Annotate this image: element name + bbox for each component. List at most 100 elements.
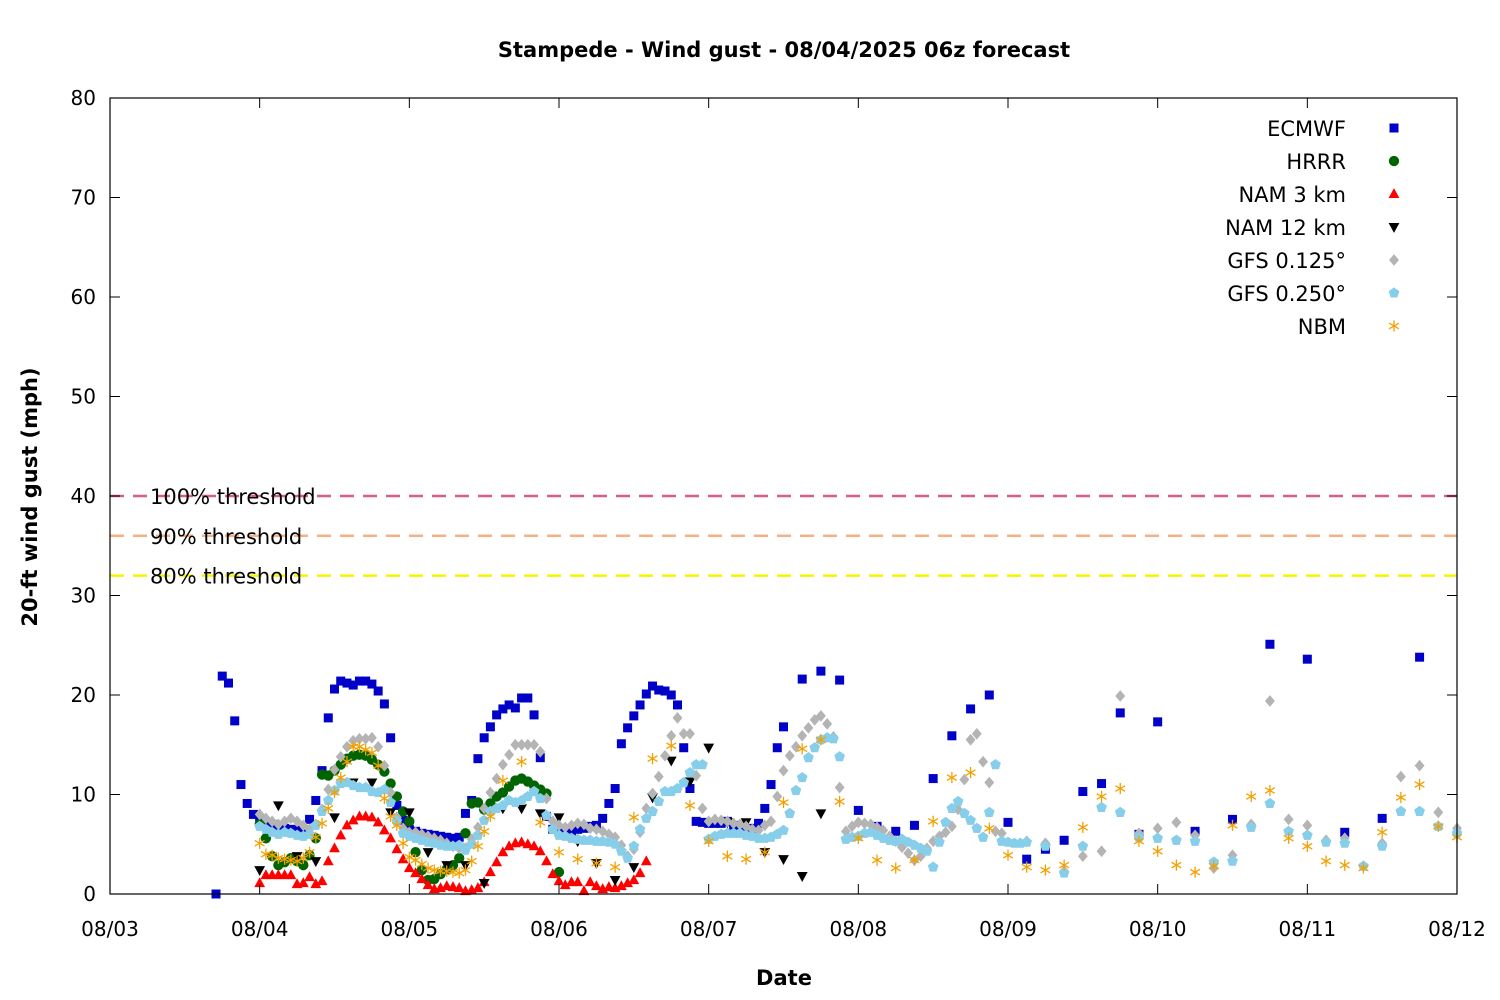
data-point: [1171, 834, 1182, 845]
data-point: [466, 838, 478, 849]
data-point: [273, 852, 284, 864]
data-point: [285, 854, 297, 866]
asterisk-stroke: [1395, 794, 1407, 801]
data-point: [534, 845, 546, 856]
data-point: [666, 740, 677, 752]
data-point: [747, 823, 758, 836]
data-point: [316, 875, 328, 886]
data-point: [441, 865, 452, 877]
data-point: [722, 850, 733, 862]
data-point: [622, 852, 633, 863]
data-point: [1339, 859, 1350, 871]
data-point: [1395, 770, 1406, 783]
y-axis-label: 20-ft wind gust (mph): [18, 367, 42, 626]
asterisk-stroke: [460, 866, 471, 874]
x-tick-label: 08/05: [381, 917, 439, 941]
data-point: [491, 856, 503, 867]
data-point: [772, 743, 782, 753]
data-point: [609, 861, 621, 873]
data-point: [366, 811, 378, 822]
data-point: [1003, 817, 1013, 827]
data-point: [342, 678, 352, 688]
x-tick-label: 08/04: [231, 917, 289, 941]
data-point: [516, 836, 527, 847]
legend: ECMWF HRRR NAM 3 km NAM 12 km GFS 0.125° GFS …: [1225, 117, 1400, 339]
asterisk-stroke: [335, 774, 346, 781]
data-point: [354, 676, 364, 686]
data-point: [1227, 819, 1238, 831]
y-axis-ticks: 0 10 20 30 40 50 60 70 80: [71, 86, 1457, 906]
data-point: [984, 822, 995, 834]
data-point: [1283, 832, 1294, 844]
x-tick-label: 08/09: [979, 917, 1037, 941]
data-point: [510, 703, 520, 713]
data-point: [1320, 855, 1332, 867]
data-point: [547, 868, 559, 879]
data-point: [560, 821, 571, 834]
series-gfs-0-250: [254, 732, 1463, 878]
data-point: [460, 864, 471, 876]
data-point: [909, 820, 919, 830]
data-point: [304, 871, 315, 882]
data-point: [741, 820, 752, 833]
data-point: [1153, 717, 1163, 727]
data-point: [1376, 826, 1388, 838]
data-point: [822, 718, 833, 730]
data-point: [946, 771, 958, 784]
data-point: [1096, 801, 1107, 812]
data-point: [379, 759, 390, 772]
data-point: [1152, 832, 1164, 843]
asterisk-stroke: [890, 864, 901, 872]
asterisk-stroke: [703, 837, 714, 845]
data-point: [834, 781, 845, 794]
data-point: [934, 830, 945, 843]
data-point: [754, 818, 764, 828]
asterisk-stroke: [260, 850, 272, 858]
asterisk-stroke: [684, 802, 696, 809]
asterisk-stroke: [404, 853, 415, 861]
asterisk-stroke: [366, 749, 378, 757]
data-point: [958, 807, 970, 818]
data-point: [378, 824, 390, 835]
legend-label: NAM 12 km: [1225, 216, 1346, 240]
data-point: [609, 838, 621, 849]
asterisk-stroke: [447, 868, 459, 876]
data-point: [1115, 690, 1126, 702]
data-point: [485, 810, 496, 823]
data-point: [523, 693, 533, 703]
data-point: [342, 740, 352, 753]
asterisk-stroke: [553, 848, 565, 856]
data-point: [640, 812, 652, 823]
data-point: [472, 821, 483, 834]
data-point: [217, 671, 227, 681]
asterisk-stroke: [273, 854, 284, 862]
y-tick-label: 80: [71, 86, 96, 110]
data-point: [703, 835, 714, 847]
data-point: [460, 808, 470, 818]
data-point: [983, 806, 995, 817]
asterisk-stroke: [472, 842, 484, 850]
data-point: [803, 721, 814, 734]
data-point: [921, 845, 933, 856]
asterisk-stroke: [797, 745, 808, 753]
asterisk-stroke: [379, 795, 390, 802]
asterisk-stroke: [628, 814, 640, 821]
asterisk-stroke: [1283, 834, 1294, 842]
data-point: [1115, 708, 1125, 718]
asterisk-stroke: [722, 852, 733, 860]
data-point: [1302, 819, 1313, 832]
data-point: [305, 814, 315, 824]
data-point: [640, 855, 652, 866]
data-point: [491, 772, 502, 785]
data-point: [529, 738, 540, 751]
data-point: [647, 805, 658, 816]
data-point: [397, 837, 409, 849]
data-point: [260, 848, 272, 860]
asterisk-stroke: [1002, 851, 1014, 859]
data-point: [815, 809, 827, 820]
data-point: [310, 831, 321, 843]
data-point: [990, 825, 1001, 838]
data-point: [1022, 854, 1032, 864]
data-point: [416, 873, 428, 884]
data-point: [778, 796, 789, 809]
